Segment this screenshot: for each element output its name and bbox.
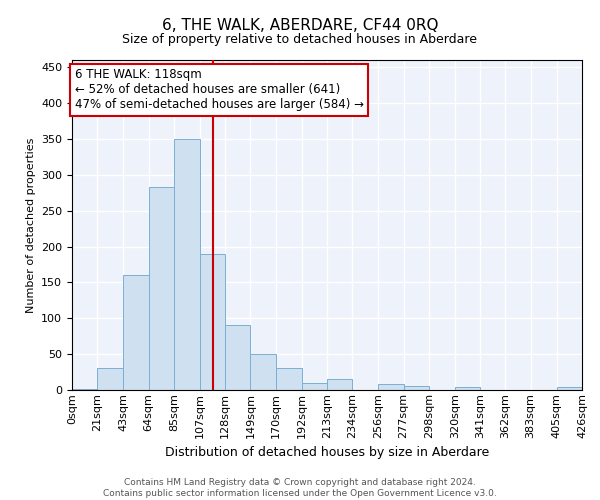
Bar [557,387,582,390]
Bar [302,383,327,390]
Text: Size of property relative to detached houses in Aberdare: Size of property relative to detached ho… [122,32,478,46]
Bar [97,368,124,390]
Bar [275,368,302,390]
Bar [72,388,97,390]
Bar [174,139,200,390]
Text: Contains HM Land Registry data © Crown copyright and database right 2024.
Contai: Contains HM Land Registry data © Crown c… [103,478,497,498]
Bar [124,275,149,390]
Bar [149,187,174,390]
Bar [225,326,250,390]
Text: 6 THE WALK: 118sqm
← 52% of detached houses are smaller (641)
47% of semi-detach: 6 THE WALK: 118sqm ← 52% of detached hou… [74,68,364,112]
Bar [379,384,404,390]
Y-axis label: Number of detached properties: Number of detached properties [26,138,35,312]
Bar [200,254,225,390]
Bar [250,354,275,390]
X-axis label: Distribution of detached houses by size in Aberdare: Distribution of detached houses by size … [165,446,489,459]
Text: 6, THE WALK, ABERDARE, CF44 0RQ: 6, THE WALK, ABERDARE, CF44 0RQ [162,18,438,32]
Bar [404,386,429,390]
Bar [327,379,352,390]
Bar [455,387,480,390]
